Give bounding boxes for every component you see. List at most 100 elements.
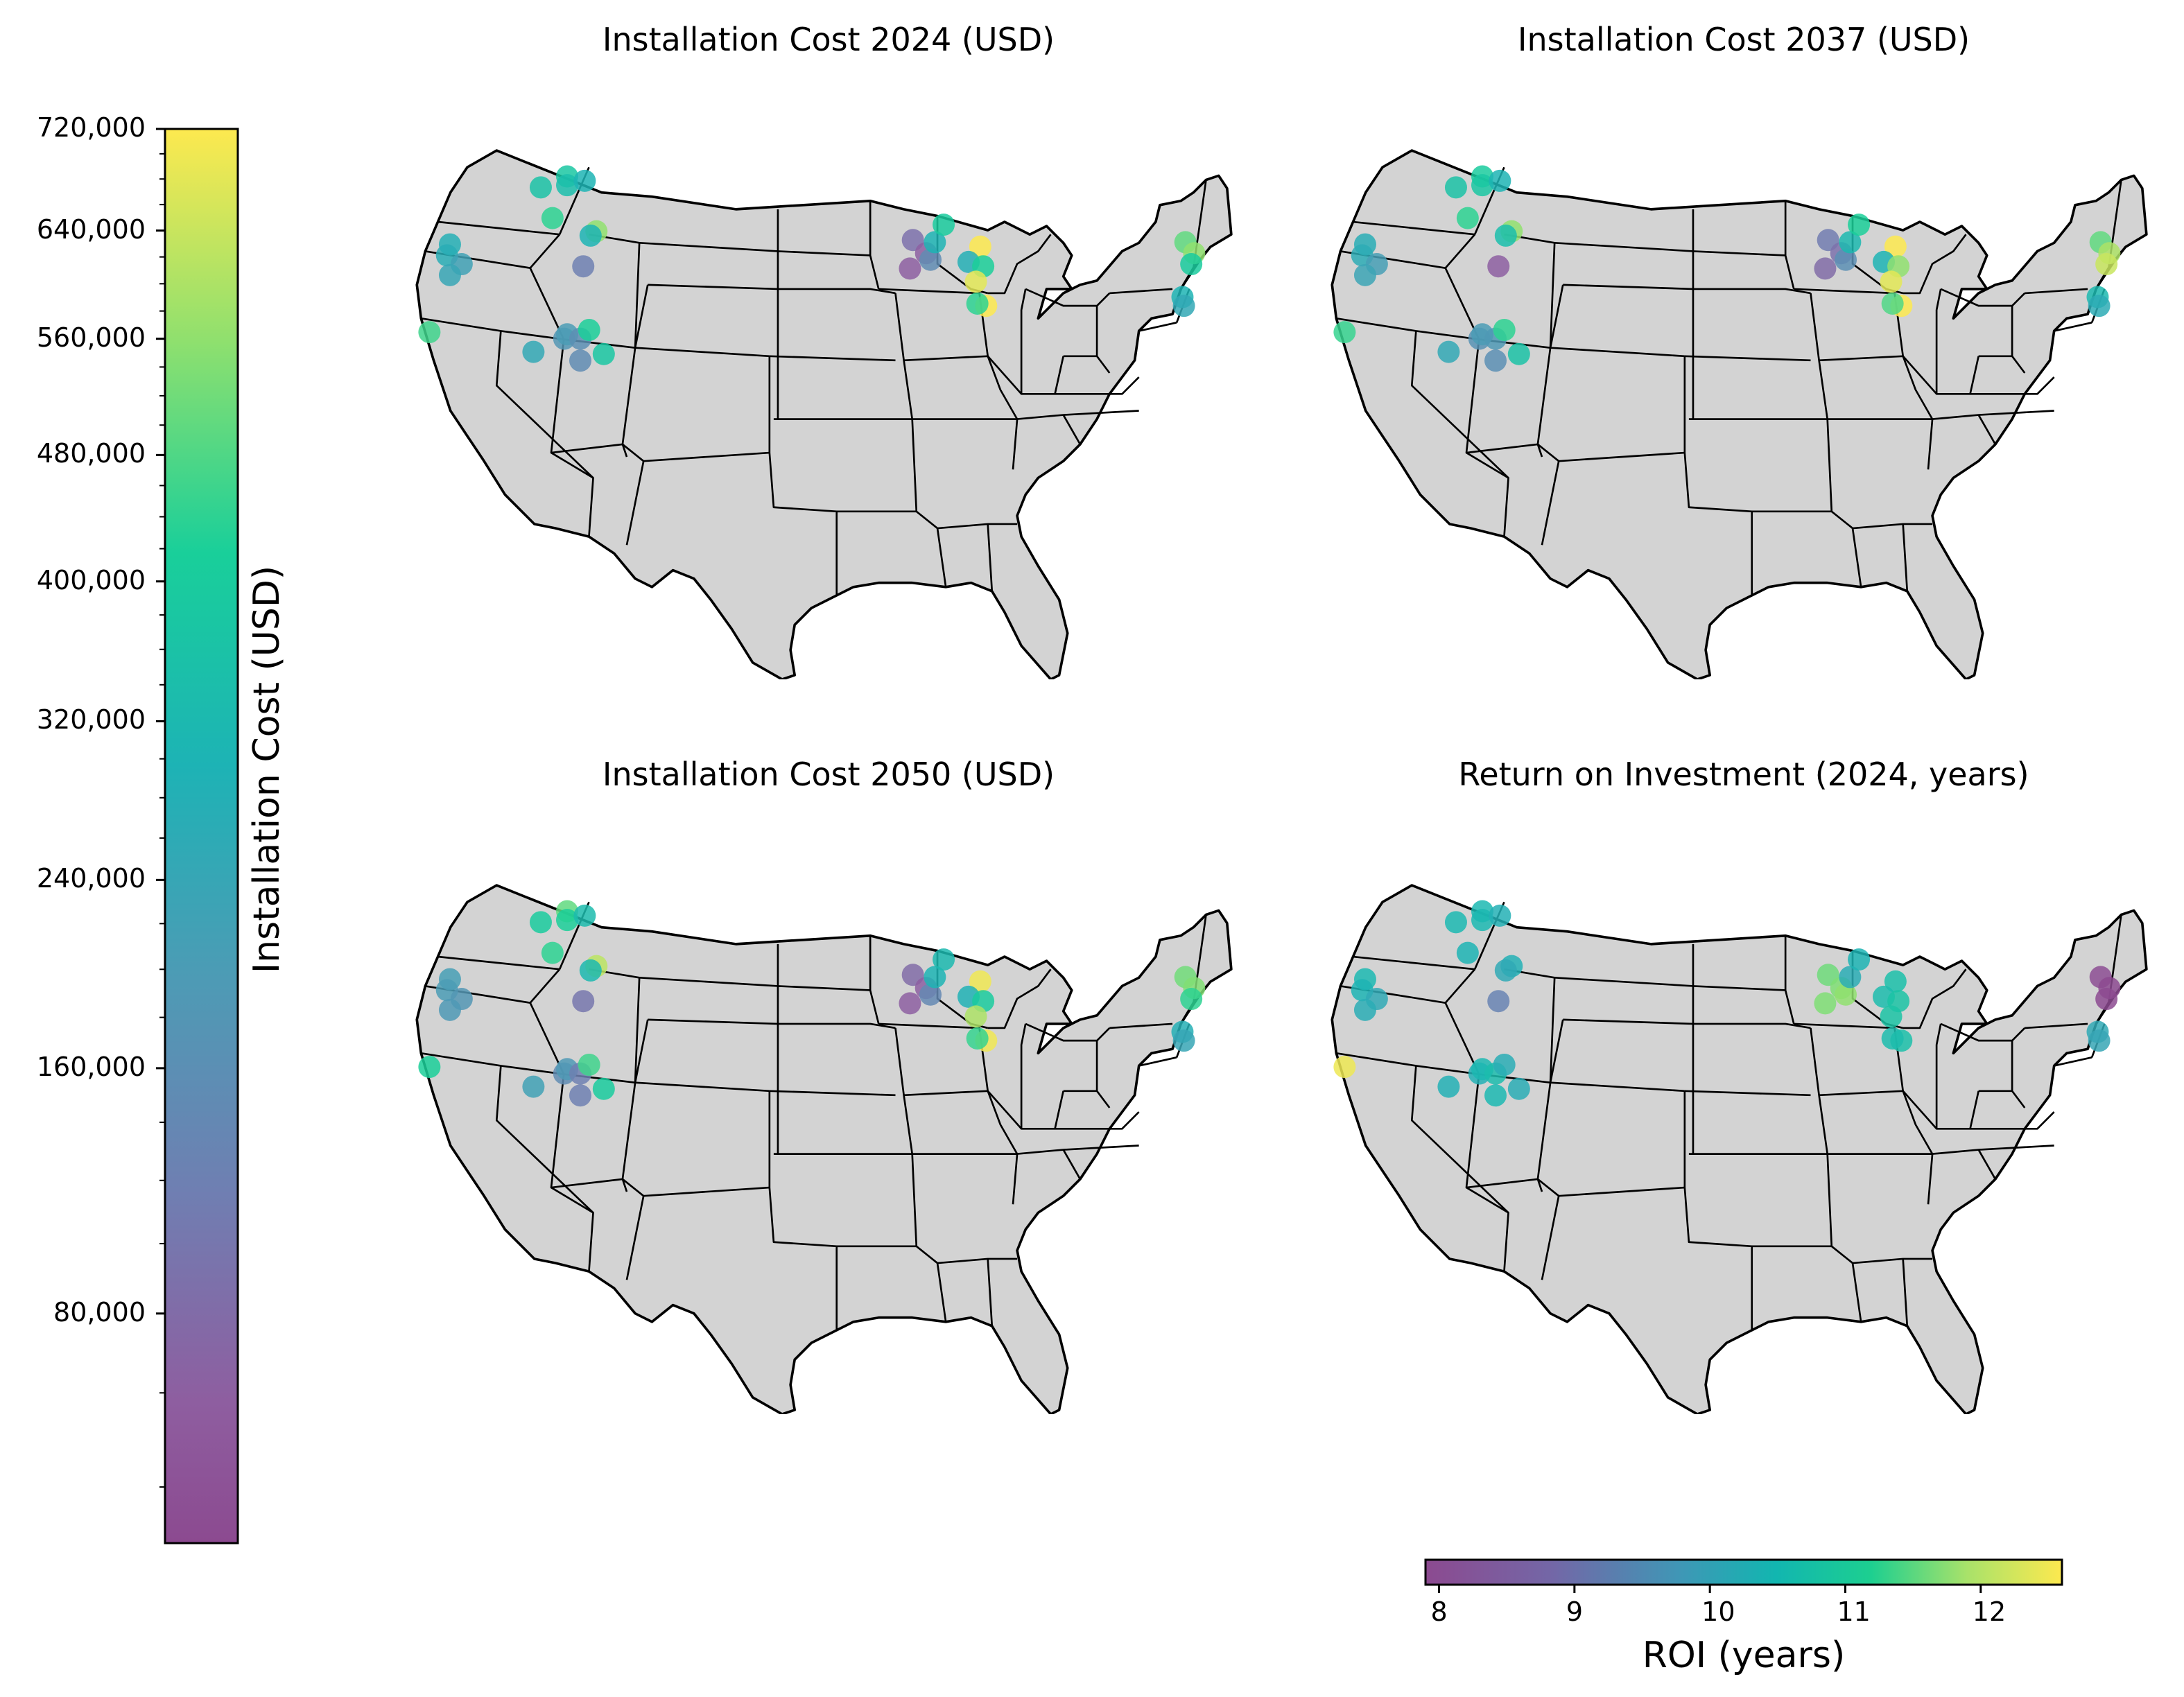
site-marker — [438, 263, 461, 286]
site-marker — [933, 214, 955, 236]
roi-tick-label: 12 — [1972, 1596, 2007, 1627]
site-marker — [924, 231, 946, 254]
site-marker — [1471, 174, 1493, 197]
site-marker — [1484, 349, 1507, 372]
site-marker — [966, 1027, 989, 1050]
site-marker — [2095, 253, 2118, 276]
site-marker — [1489, 904, 1511, 927]
roi-tick-label: 9 — [1566, 1596, 1584, 1627]
site-marker — [1507, 342, 1530, 365]
roi-colorbar — [1424, 1558, 2063, 1586]
roi-tick-label: 8 — [1430, 1596, 1448, 1627]
site-marker — [418, 1056, 441, 1079]
panel-title-roi-2024: Return on Investment (2024, years) — [1458, 756, 2029, 793]
sites-cost-2024 — [418, 165, 1206, 372]
site-marker — [592, 342, 615, 365]
site-marker — [1333, 1056, 1356, 1079]
cost-tick-label: 720,000 — [36, 112, 146, 143]
site-marker — [569, 349, 592, 372]
site-marker — [1848, 948, 1871, 971]
site-marker — [578, 1053, 600, 1076]
sites-cost-2050 — [418, 900, 1206, 1107]
panel-title-cost-2024: Installation Cost 2024 (USD) — [602, 21, 1055, 58]
site-marker — [2088, 295, 2111, 317]
panel-title-cost-2050: Installation Cost 2050 (USD) — [602, 756, 1055, 793]
site-marker — [573, 169, 596, 192]
site-marker — [1493, 318, 1516, 341]
site-marker — [969, 970, 991, 993]
site-marker — [933, 948, 955, 971]
cost-colorbar-label: Installation Cost (USD) — [246, 565, 288, 974]
site-marker — [1487, 990, 1510, 1013]
site-marker — [919, 248, 942, 271]
cost-tick-label: 640,000 — [36, 214, 146, 245]
roi-tick-label: 11 — [1837, 1596, 1871, 1627]
site-marker — [529, 911, 552, 934]
site-marker — [1437, 340, 1460, 363]
us-map-roi-2024 — [1331, 884, 2148, 1414]
site-marker — [573, 904, 596, 927]
site-marker — [899, 992, 921, 1015]
site-marker — [924, 966, 946, 989]
panel-title-cost-2037: Installation Cost 2037 (USD) — [1517, 21, 1970, 58]
site-marker — [1172, 1029, 1195, 1052]
site-marker — [1456, 207, 1479, 229]
site-marker — [592, 1077, 615, 1100]
roi-tick-label: 10 — [1701, 1596, 1735, 1627]
site-marker — [1835, 983, 1857, 1006]
site-marker — [966, 292, 989, 315]
us-map-cost-2037 — [1331, 149, 2148, 679]
site-marker — [1484, 1084, 1507, 1107]
site-marker — [1489, 169, 1511, 192]
us-map-cost-2024 — [415, 149, 1233, 679]
cost-tick-label: 80,000 — [53, 1296, 146, 1328]
site-marker — [1172, 295, 1195, 317]
site-marker — [919, 983, 942, 1006]
site-marker — [1493, 1053, 1516, 1076]
site-marker — [1839, 966, 1862, 989]
site-marker — [1456, 941, 1479, 964]
site-marker — [1353, 263, 1376, 286]
cost-tick-label: 560,000 — [36, 322, 146, 353]
roi-colorbar-ticks — [1438, 1585, 1982, 1593]
site-marker — [1444, 911, 1467, 934]
site-marker — [572, 255, 595, 278]
site-marker — [1471, 909, 1493, 932]
site-marker — [1839, 231, 1862, 254]
site-marker — [2095, 988, 2118, 1011]
site-marker — [1180, 988, 1203, 1011]
cost-colorbar — [164, 128, 239, 1544]
site-marker — [1835, 248, 1857, 271]
site-marker — [1437, 1075, 1460, 1098]
site-marker — [1353, 998, 1376, 1021]
site-marker — [522, 340, 545, 363]
site-marker — [541, 207, 564, 229]
site-marker — [964, 270, 987, 293]
site-marker — [1180, 253, 1203, 276]
roi-colorbar-label: ROI (years) — [1642, 1635, 1846, 1676]
site-marker — [579, 224, 602, 247]
cost-tick-label: 160,000 — [36, 1051, 146, 1082]
site-marker — [1884, 235, 1907, 258]
site-marker — [1881, 1027, 1904, 1050]
site-marker — [1444, 176, 1467, 199]
site-marker — [1494, 959, 1517, 982]
site-marker — [1848, 214, 1871, 236]
site-marker — [556, 909, 578, 932]
site-marker — [1884, 970, 1907, 993]
cost-colorbar-ticks — [156, 128, 165, 1488]
site-marker — [1880, 1005, 1903, 1028]
site-marker — [899, 257, 921, 280]
site-marker — [541, 941, 564, 964]
us-map-cost-2050 — [415, 884, 1233, 1414]
site-marker — [1494, 224, 1517, 247]
cost-tick-label: 320,000 — [36, 704, 146, 736]
site-marker — [579, 959, 602, 982]
cost-tick-label: 240,000 — [36, 863, 146, 894]
site-marker — [1880, 270, 1903, 293]
sites-roi-2024 — [1333, 900, 2121, 1107]
site-marker — [1333, 321, 1356, 344]
site-marker — [556, 174, 578, 197]
